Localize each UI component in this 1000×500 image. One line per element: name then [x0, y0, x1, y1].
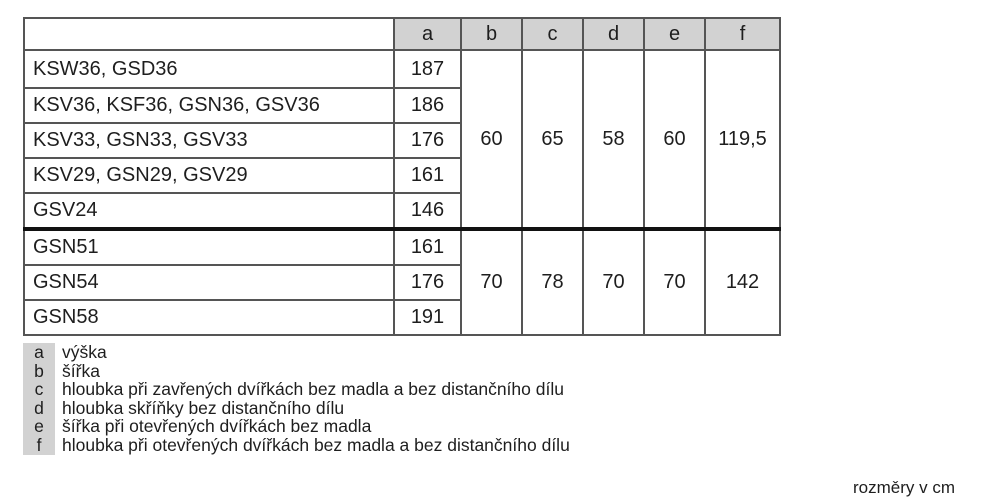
table-row: KSW36, GSD36 187 60 65 58 60 119,5 [23, 49, 781, 230]
a-cell: 161 [393, 157, 462, 194]
a-cell: 191 [393, 299, 462, 336]
legend-key: e [23, 417, 55, 436]
a-cell: 186 [393, 87, 462, 124]
header-d: d [582, 17, 645, 51]
c-cell: 65 [521, 49, 584, 230]
e-cell: 60 [643, 49, 706, 230]
legend-text: šířka při otevřených dvířkách bez madla [62, 416, 372, 437]
table-row: KSV29, GSN29, GSV29 161 [23, 157, 780, 194]
b-cell: 70 [460, 227, 523, 336]
model-cell: KSV36, KSF36, GSN36, GSV36 [23, 87, 395, 124]
legend-key: c [23, 380, 55, 399]
legend-item: f hloubka při otevřených dvířkách bez mad… [23, 436, 570, 455]
model-cell: KSV33, GSN33, GSV33 [23, 122, 395, 159]
a-cell: 187 [393, 49, 462, 89]
table-row: GSN58 191 [23, 299, 780, 336]
table-row: KSV33, GSN33, GSV33 176 [23, 122, 780, 159]
header-blank [23, 17, 395, 51]
model-cell: KSV29, GSN29, GSV29 [23, 157, 395, 194]
f-cell: 142 [704, 227, 781, 336]
a-cell: 176 [393, 264, 462, 301]
model-cell: GSN51 [23, 227, 395, 266]
legend-key: a [23, 343, 55, 362]
e-cell: 70 [643, 227, 706, 336]
table-row: GSN51 161 70 78 70 70 142 [23, 227, 781, 336]
d-cell: 58 [582, 49, 645, 230]
model-cell: GSV24 [23, 192, 395, 230]
model-cell: GSN58 [23, 299, 395, 336]
a-cell: 146 [393, 192, 462, 230]
legend-item: a výška [23, 343, 570, 362]
table-row: GSN54 176 [23, 264, 780, 301]
model-cell: GSN54 [23, 264, 395, 301]
d-cell: 70 [582, 227, 645, 336]
legend-text: šířka [62, 360, 100, 381]
legend-key: b [23, 361, 55, 381]
legend-key: d [23, 399, 55, 418]
a-cell: 161 [393, 227, 462, 266]
legend-text: hloubka při otevřených dvířkách bez madl… [62, 434, 570, 455]
f-cell: 119,5 [704, 49, 781, 230]
b-cell: 60 [460, 49, 523, 230]
legend-item: e šířka při otevřených dvířkách bez madla [23, 417, 570, 436]
table-row: KSV36, KSF36, GSN36, GSV36 186 [23, 87, 780, 124]
units-note: rozměry v cm [853, 478, 955, 497]
header-a: a [393, 17, 462, 51]
header-b: b [460, 17, 523, 51]
legend-key: f [23, 436, 55, 455]
legend-text: hloubka skříňky bez distančního dílu [62, 397, 345, 418]
legend-item: c hloubka při zavřených dvířkách bez madl… [23, 380, 570, 399]
dimensions-table: a b c d e f KSW36, GSD36 187 60 65 58 60… [23, 17, 781, 336]
c-cell: 78 [521, 227, 584, 336]
header-e: e [643, 17, 706, 51]
header-row: a b c d e f [23, 17, 781, 51]
legend-item: d hloubka skříňky bez distančního dílu [23, 399, 570, 418]
model-cell: KSW36, GSD36 [23, 49, 395, 89]
legend-text: výška [62, 342, 107, 362]
legend: a výška b šířka c hloubka při zavřených dví… [23, 343, 570, 455]
header-f: f [704, 17, 781, 51]
legend-text: hloubka při zavřených dvířkách bez madla… [62, 379, 564, 400]
a-cell: 176 [393, 122, 462, 159]
header-c: c [521, 17, 584, 51]
table-row: GSV24 146 [23, 192, 780, 230]
legend-item: b šířka [23, 360, 570, 381]
